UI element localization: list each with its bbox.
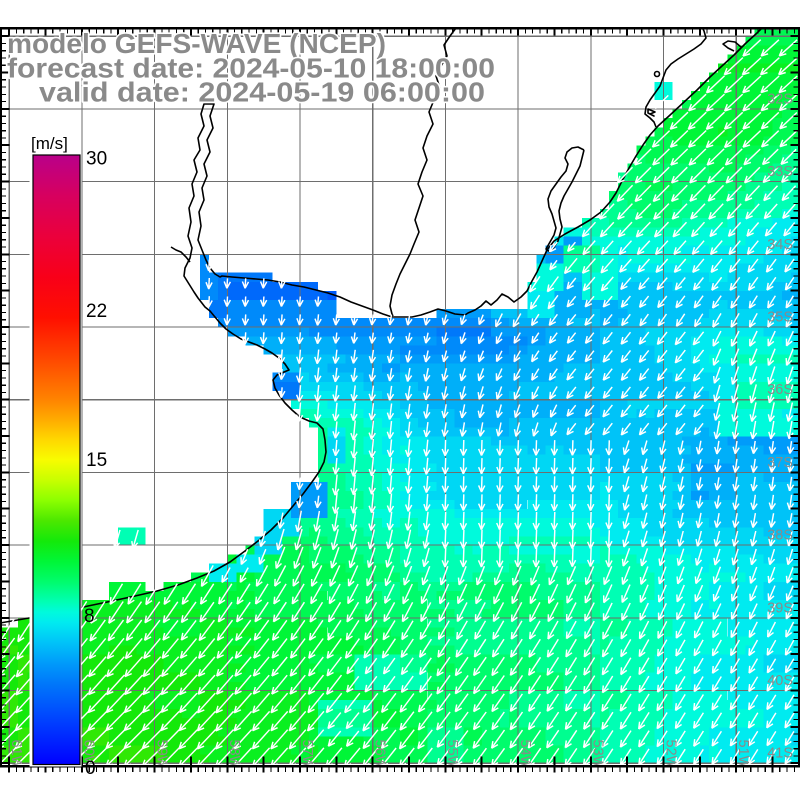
svg-text:valid date: 2024-05-19 06:00:0: valid date: 2024-05-19 06:00:00: [39, 77, 485, 108]
svg-text:22: 22: [86, 301, 107, 322]
svg-text:58W: 58W: [226, 740, 242, 770]
svg-text:39S: 39S: [767, 600, 793, 616]
svg-text:61W: 61W: [8, 740, 24, 770]
svg-text:60W: 60W: [81, 740, 97, 770]
svg-text:38S: 38S: [767, 528, 793, 544]
svg-text:33S: 33S: [767, 164, 793, 180]
svg-text:35S: 35S: [767, 310, 793, 326]
svg-text:modelo GEFS-WAVE (NCEP): modelo GEFS-WAVE (NCEP): [7, 28, 386, 59]
svg-text:0: 0: [85, 758, 96, 779]
svg-text:55W: 55W: [444, 740, 460, 770]
svg-text:51W: 51W: [735, 740, 751, 770]
svg-text:[m/s]: [m/s]: [31, 134, 68, 153]
svg-text:53W: 53W: [590, 740, 606, 770]
svg-text:37S: 37S: [767, 455, 793, 471]
svg-text:8: 8: [84, 606, 95, 627]
svg-text:41S: 41S: [767, 746, 793, 762]
svg-text:57W: 57W: [299, 740, 315, 770]
svg-text:30: 30: [86, 149, 107, 170]
svg-text:36S: 36S: [767, 382, 793, 398]
svg-text:56W: 56W: [372, 740, 388, 770]
svg-text:54W: 54W: [517, 740, 533, 770]
svg-text:15: 15: [86, 450, 107, 471]
svg-text:forecast date: 2024-05-10 18:0: forecast date: 2024-05-10 18:00:00: [7, 53, 495, 84]
svg-text:32S: 32S: [767, 91, 793, 107]
svg-text:52W: 52W: [662, 740, 678, 770]
svg-text:59W: 59W: [153, 740, 169, 770]
svg-text:40S: 40S: [767, 673, 793, 689]
svg-text:34S: 34S: [767, 237, 793, 253]
